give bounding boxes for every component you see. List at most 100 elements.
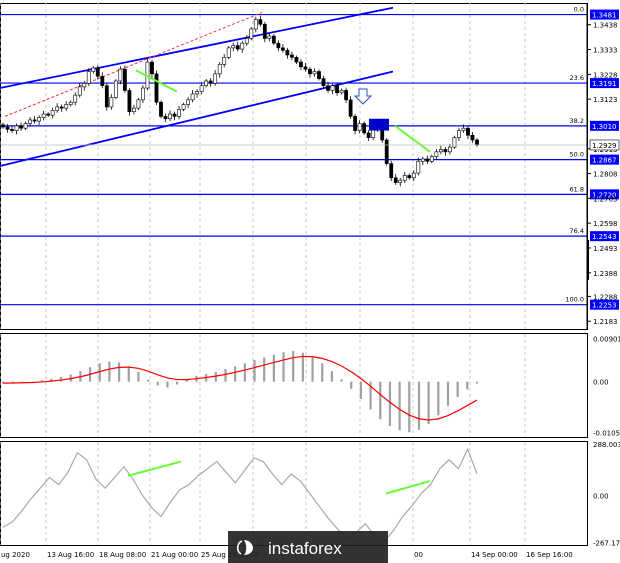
candle-body <box>204 80 209 86</box>
fib-price-label: 1.2720 <box>592 191 617 199</box>
candle-body <box>59 106 64 109</box>
divergence-line <box>127 460 182 477</box>
main-panel <box>0 3 588 330</box>
cci-scale-label: -267.170 <box>593 540 620 548</box>
instaforex-logo-icon <box>236 540 253 555</box>
divergence-line <box>135 69 178 93</box>
candle-body <box>353 116 358 131</box>
candle-body <box>452 137 457 148</box>
candle-body <box>10 129 14 131</box>
candle-body <box>357 123 362 131</box>
cci-line <box>2 447 478 543</box>
candle-body <box>231 45 236 49</box>
candle-body <box>55 106 60 111</box>
candle-body <box>429 156 434 162</box>
scale-label: 1.2388 <box>593 270 618 278</box>
candle-body <box>262 23 267 39</box>
candle-body <box>136 99 141 109</box>
candle-body <box>213 73 218 84</box>
candle-body <box>41 113 46 118</box>
scale-label: 1.2598 <box>593 220 618 228</box>
vertical-grid <box>0 3 526 545</box>
candle-body <box>366 132 371 138</box>
candle-body <box>186 99 190 105</box>
date-label: 13 Aug 16:00 <box>47 551 94 559</box>
candle-body <box>64 104 69 109</box>
candle-body <box>37 117 42 122</box>
candle-body <box>258 19 263 25</box>
scale-label: 1.2493 <box>593 245 618 253</box>
candle-body <box>172 113 177 117</box>
macd-scale-label: 0.00 <box>593 379 609 387</box>
fib-label: 100.0 <box>565 296 584 304</box>
fib-levels: 0.0 1.3481 23.6 1.3191 38.2 1.3010 50.0 1.2867 6… <box>0 6 619 310</box>
fib-price-box <box>590 78 619 89</box>
scale-label: 1.3438 <box>593 22 618 30</box>
divergence-line <box>394 125 431 153</box>
fib-price-label: 1.2543 <box>592 233 617 241</box>
candle-body <box>420 158 425 162</box>
candle-body <box>457 130 461 138</box>
candle-body <box>154 73 159 103</box>
candle-body <box>46 113 51 116</box>
candle-body <box>461 127 466 131</box>
candle-body <box>448 146 452 153</box>
candle-body <box>82 83 87 88</box>
candle-body <box>249 28 254 39</box>
candle-body <box>168 113 172 120</box>
candle-body <box>271 35 276 44</box>
macd-signal-line <box>2 355 478 421</box>
candle-body <box>335 85 339 94</box>
date-label: ug 2020 <box>1 551 30 559</box>
fib-price-box <box>590 9 619 20</box>
candle-body <box>362 123 367 134</box>
candle-body <box>438 149 443 153</box>
watermark: instaforex <box>228 531 388 563</box>
candle-body <box>159 101 163 117</box>
cci-scale-label: 288.0038 <box>593 441 620 449</box>
fib-label: 23.6 <box>570 74 584 82</box>
candle-body <box>267 35 272 39</box>
macd-panel <box>0 333 588 438</box>
down-arrow-icon <box>353 88 373 105</box>
candle-body <box>73 94 78 103</box>
candle-body <box>100 75 105 86</box>
fib-label: 0.0 <box>574 6 584 14</box>
candle-body <box>109 97 114 108</box>
annotations <box>135 69 431 153</box>
fib-label: 50.0 <box>570 151 584 159</box>
candle-body <box>393 177 398 183</box>
dotted-trend-line <box>4 11 263 117</box>
scale-label: 1.2703 <box>593 195 618 203</box>
fib-label: 76.4 <box>570 227 584 235</box>
scale-label: 1.2288 <box>593 293 618 301</box>
cci-scale-label: 0.00 <box>593 492 609 500</box>
candle-body <box>141 87 145 101</box>
candle-body <box>317 71 321 79</box>
candle-body <box>199 85 204 92</box>
candle-body <box>77 86 82 96</box>
candle-body <box>407 175 412 179</box>
candle-body <box>217 64 222 75</box>
candle-body <box>222 57 227 65</box>
candle-body <box>127 90 132 112</box>
candle-body <box>466 127 470 136</box>
candle-body <box>95 67 100 77</box>
candle-body <box>181 104 186 110</box>
candle-body <box>5 126 10 130</box>
watermark-text: instaforex <box>268 539 342 558</box>
candle-body <box>240 42 245 50</box>
candle-body <box>339 90 344 94</box>
candle-body <box>32 119 37 122</box>
candle-body <box>416 160 421 174</box>
current-price-label: 1.2929 <box>592 142 617 150</box>
macd-histogram: 0.00901 0.00 -0.01057 <box>1 335 620 438</box>
scale-label: 1.2808 <box>593 171 618 179</box>
candle-body <box>177 109 181 117</box>
candle-body <box>68 101 73 105</box>
candle-body <box>132 107 136 112</box>
date-label: 21 Aug 00:00 <box>151 551 198 559</box>
fib-price-box <box>590 154 619 165</box>
fib-price-box <box>590 189 619 200</box>
